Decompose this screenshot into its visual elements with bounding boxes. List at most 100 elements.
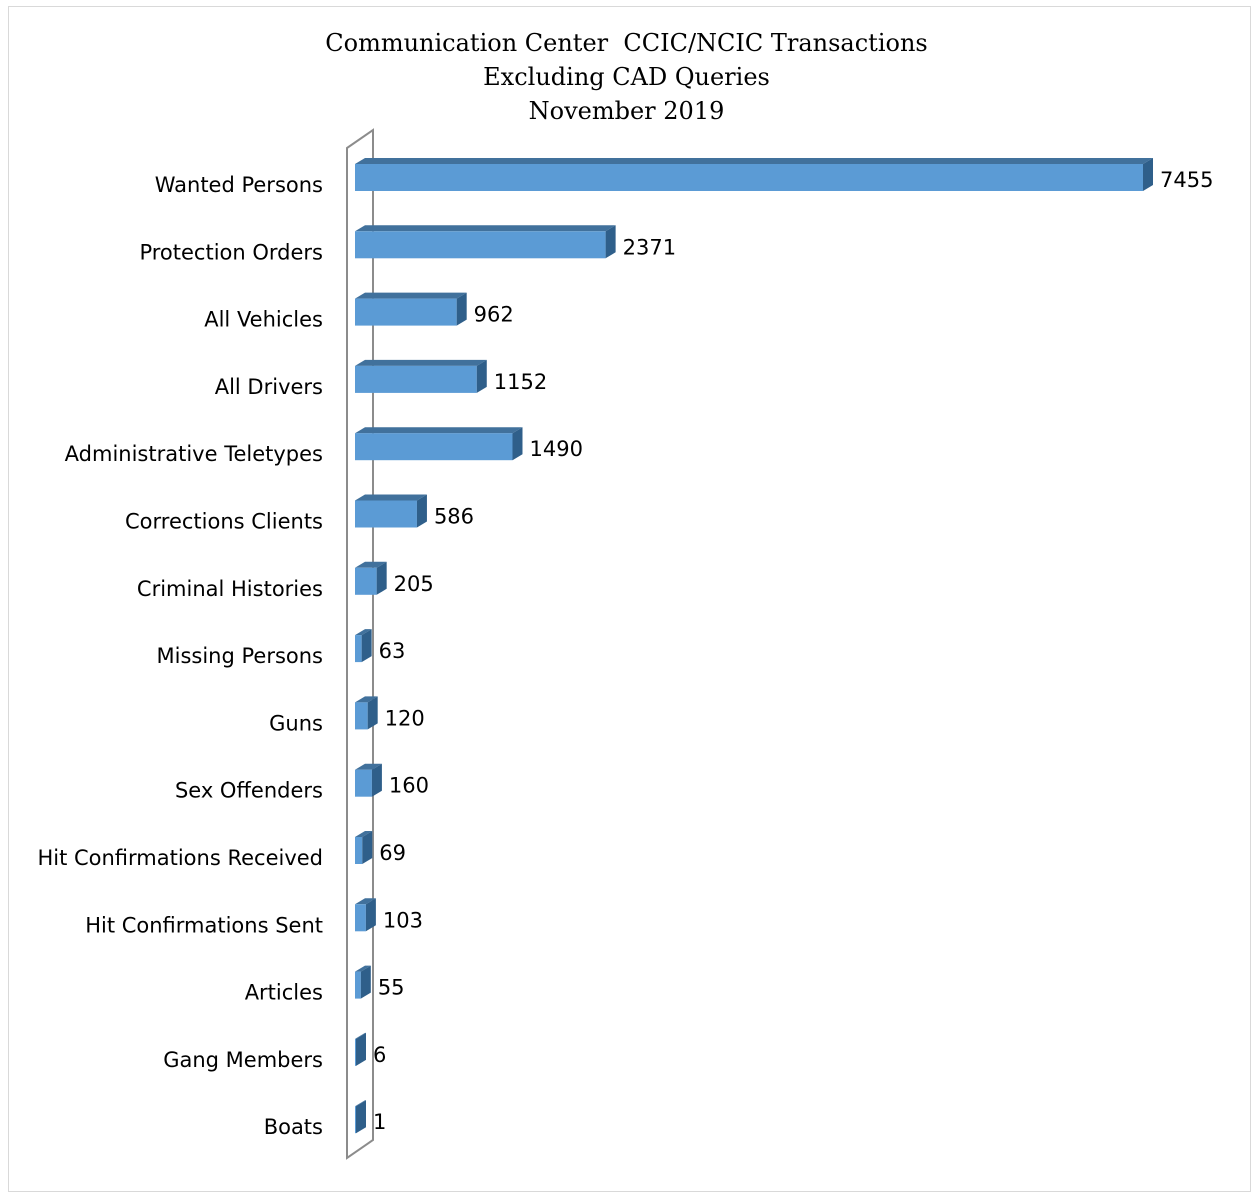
bar-top-face bbox=[355, 561, 387, 568]
value-label-boats: 1 bbox=[373, 1110, 386, 1134]
bar-side-face bbox=[1143, 158, 1153, 191]
bar-corrections-clients bbox=[355, 494, 427, 528]
bar-criminal-histories bbox=[355, 561, 387, 595]
value-labels-group: 7455 2371 962 1152 1490 586 205 63 120 160 69 103 55… bbox=[373, 168, 1213, 1134]
value-label-wanted-persons: 7455 bbox=[1160, 168, 1213, 192]
bar-front-face bbox=[355, 231, 606, 259]
bar-side-face bbox=[360, 965, 371, 999]
bar-front-face bbox=[355, 164, 1143, 191]
category-label-hit-confirmations-sent: Hit Confirmations Sent bbox=[85, 913, 323, 937]
bar-side-face bbox=[416, 494, 427, 528]
axis-wall bbox=[346, 128, 374, 1160]
category-labels-group: Wanted Persons Protection Orders All Vehic… bbox=[37, 173, 323, 1139]
bar-top-face bbox=[355, 629, 372, 636]
bar-all-vehicles bbox=[355, 292, 467, 326]
value-label-articles: 55 bbox=[378, 976, 405, 1000]
bar-front-face bbox=[355, 702, 368, 730]
category-label-gang-members: Gang Members bbox=[163, 1048, 323, 1072]
bar-front-face bbox=[355, 500, 417, 528]
bar-articles bbox=[355, 965, 371, 999]
bar-gang-members bbox=[355, 1032, 366, 1066]
category-label-hit-confirmations-received: Hit Confirmations Received bbox=[37, 846, 323, 870]
bar-side-face bbox=[361, 629, 372, 663]
bar-top-face bbox=[355, 1032, 366, 1039]
bar-top-face bbox=[355, 292, 467, 299]
chart-title-line-3: November 2019 bbox=[528, 97, 725, 125]
category-label-sex-offenders: Sex Offenders bbox=[175, 779, 323, 803]
bar-hit-confirmations-received bbox=[355, 831, 373, 864]
category-label-articles: Articles bbox=[245, 981, 323, 1005]
bar-front-face bbox=[355, 567, 377, 595]
category-label-missing-persons: Missing Persons bbox=[157, 644, 324, 668]
bar-side-face bbox=[356, 1032, 366, 1066]
bar-all-drivers bbox=[355, 359, 487, 393]
bar-side-face bbox=[605, 225, 616, 259]
category-label-protection-orders: Protection Orders bbox=[139, 240, 323, 264]
chart-title-line-1: Communication Center CCIC/NCIC Transacti… bbox=[325, 29, 928, 57]
bar-side-face bbox=[456, 292, 467, 326]
bars-group bbox=[355, 158, 1153, 1134]
category-label-all-vehicles: All Vehicles bbox=[204, 308, 323, 332]
value-label-missing-persons: 63 bbox=[379, 639, 406, 663]
value-label-protection-orders: 2371 bbox=[623, 235, 676, 259]
category-label-corrections-clients: Corrections Clients bbox=[125, 510, 323, 534]
value-label-hit-confirmations-received: 69 bbox=[379, 841, 406, 865]
bar-side-face bbox=[476, 359, 487, 393]
bar-top-face bbox=[355, 898, 376, 905]
bar-side-face bbox=[356, 1100, 366, 1134]
bar-top-face bbox=[355, 831, 373, 837]
bar-front-face bbox=[355, 298, 457, 326]
bar-top-face bbox=[355, 225, 616, 232]
category-label-wanted-persons: Wanted Persons bbox=[155, 173, 323, 197]
chart-frame bbox=[8, 6, 1251, 1192]
value-label-hit-confirmations-sent: 103 bbox=[383, 908, 423, 932]
category-label-administrative-teletypes: Administrative Teletypes bbox=[65, 442, 323, 466]
bar-boats bbox=[355, 1100, 366, 1134]
bar-sex-offenders bbox=[355, 763, 382, 797]
value-label-criminal-histories: 205 bbox=[394, 572, 434, 596]
bar-top-face bbox=[355, 158, 1153, 164]
category-label-all-drivers: All Drivers bbox=[215, 375, 323, 399]
value-label-administrative-teletypes: 1490 bbox=[529, 437, 582, 461]
bar-administrative-teletypes bbox=[355, 427, 523, 461]
bar-top-face bbox=[355, 359, 487, 366]
bar-front-face bbox=[355, 904, 366, 932]
bar-top-face bbox=[355, 763, 382, 770]
value-label-gang-members: 6 bbox=[373, 1043, 386, 1067]
bar-side-face bbox=[365, 898, 376, 932]
bar-protection-orders bbox=[355, 225, 616, 259]
category-label-criminal-histories: Criminal Histories bbox=[137, 577, 323, 601]
bar-top-face bbox=[355, 696, 378, 703]
category-label-boats: Boats bbox=[264, 1115, 323, 1139]
value-label-all-drivers: 1152 bbox=[494, 370, 547, 394]
chart-title-line-2: Excluding CAD Queries bbox=[483, 63, 770, 91]
bar-side-face bbox=[367, 696, 378, 730]
bar-front-face bbox=[355, 971, 361, 999]
bar-front-face bbox=[355, 1038, 356, 1066]
value-label-all-vehicles: 962 bbox=[474, 303, 514, 327]
bar-side-face bbox=[512, 427, 523, 461]
bar-top-face bbox=[355, 494, 427, 501]
category-label-guns: Guns bbox=[269, 711, 323, 735]
bar-front-face bbox=[355, 365, 477, 393]
bar-top-face bbox=[355, 965, 371, 972]
bar-guns bbox=[355, 696, 378, 730]
bar-top-face bbox=[355, 1100, 366, 1107]
bar-wanted-persons bbox=[355, 158, 1153, 191]
bar-side-face bbox=[371, 763, 382, 797]
bar-side-face bbox=[376, 561, 387, 595]
bar-hit-confirmations-sent bbox=[355, 898, 376, 932]
value-label-guns: 120 bbox=[385, 706, 425, 730]
bar-missing-persons bbox=[355, 629, 372, 663]
value-label-sex-offenders: 160 bbox=[389, 774, 429, 798]
bar-side-face bbox=[362, 831, 373, 864]
bar-front-face bbox=[355, 769, 372, 797]
bar-front-face bbox=[355, 433, 513, 461]
bar-front-face bbox=[355, 1106, 356, 1134]
chart-title: Communication Center CCIC/NCIC Transacti… bbox=[0, 26, 1253, 128]
bar-front-face bbox=[355, 837, 363, 864]
value-label-corrections-clients: 586 bbox=[434, 505, 474, 529]
bar-top-face bbox=[355, 427, 523, 434]
bar-front-face bbox=[355, 635, 362, 663]
